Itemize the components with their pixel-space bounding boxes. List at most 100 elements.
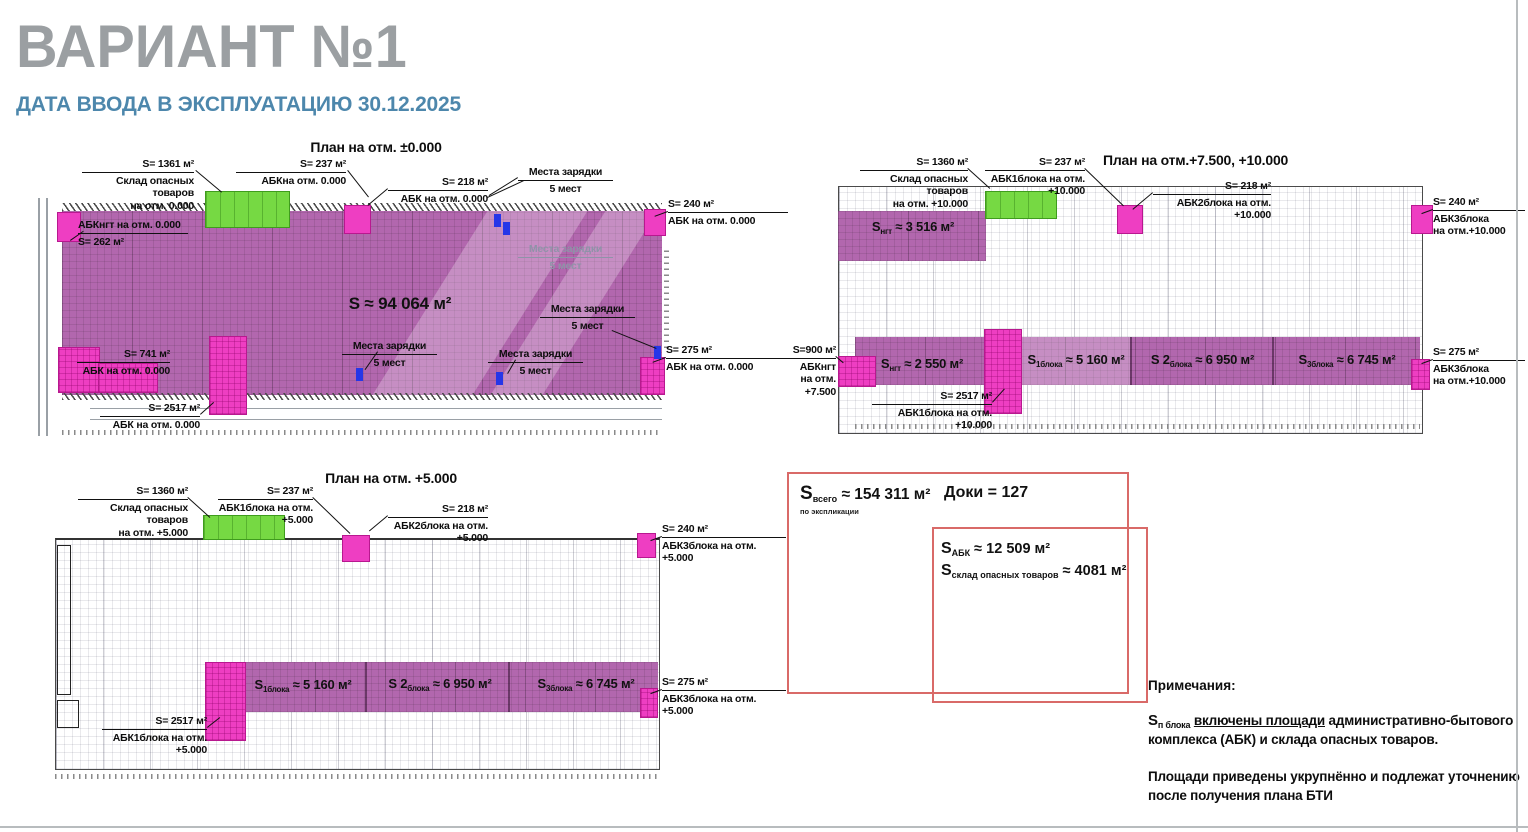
charging-callout: Места зарядки 5 мест (342, 340, 437, 369)
area-value: S= 218 м² (388, 176, 488, 191)
area-name: АБК на отм. 0.000 (666, 360, 754, 373)
formula-value: ≈ 5 160 м² (1062, 352, 1125, 367)
charging-marker (494, 214, 501, 227)
block-separator (1130, 337, 1132, 385)
dock-symbols-row (62, 430, 662, 435)
abk-block (98, 363, 158, 393)
block1-area-label: S1блока ≈ 5 160 м² (1022, 352, 1130, 369)
abk-block (57, 212, 81, 242)
formula-value: ≈ 154 311 м² (837, 486, 931, 503)
hazard-warehouse-block (985, 191, 1057, 219)
formula-s: S 2 (1150, 352, 1170, 367)
formula-s: S (941, 540, 952, 557)
dock-symbols-row (55, 774, 660, 779)
area-value: S= 240 м² (1433, 196, 1525, 211)
technical-outline (57, 700, 79, 728)
dock-symbols-column (664, 248, 669, 348)
technical-outline (57, 545, 71, 695)
formula-s: S (880, 356, 890, 371)
area-value: S= 275 м² (666, 344, 790, 359)
area-value: S= 2517 м² (102, 715, 207, 730)
block-separator (1272, 337, 1274, 385)
page-subtitle: ДАТА ВВОДА В ЭКСПЛУАТАЦИЮ 30.12.2025 (16, 93, 461, 116)
block2-area-label: S 2блока ≈ 6 950 м² (378, 676, 502, 693)
area-value: S= 218 м² (1153, 180, 1271, 195)
abk-callout: S= 237 м² АБКна отм. 0.000 (236, 158, 346, 187)
charging-count: 5 мест (373, 356, 406, 369)
block-separator (365, 662, 367, 712)
abk-callout: S= 218 м² АБК2блока на отм. +10.000 (1153, 180, 1271, 222)
dimension-line (90, 408, 662, 409)
charging-count: 5 мест (519, 364, 552, 377)
block3-area-label: S3блока ≈ 6 745 м² (1277, 352, 1417, 369)
area-name: АБКна отм. 0.000 (261, 174, 346, 187)
abk-block (205, 662, 246, 741)
page-title: ВАРИАНТ №1 (16, 13, 407, 80)
area-value: S= 275 м² (1433, 346, 1525, 361)
area-name: АБК3блока на отм.+10.000 (1433, 212, 1506, 238)
hazard-area-formula: Sсклад опасных товаров ≈ 4081 м² (941, 562, 1126, 580)
formula-s: S (1148, 712, 1158, 729)
charging-label: Места зарядки (342, 340, 437, 355)
area-name: АБКнгт на отм. +7.500 (799, 360, 836, 398)
formula-s: S (1298, 352, 1307, 367)
abk-callout: S= 275 м² АБК3блока на отм. +5.000 (662, 676, 786, 718)
area-value: S= 237 м² (218, 485, 313, 500)
area-value: S= 275 м² (662, 676, 786, 691)
mezzanine-band (855, 337, 1420, 385)
axis-line (38, 198, 40, 436)
notes-heading: Примечания: (1148, 678, 1236, 693)
area-name: АБК3блока на отм.+10.000 (1433, 362, 1506, 388)
area-value: S= 1361 м² (82, 158, 194, 173)
formula-value: ≈ 2 550 м² (900, 356, 964, 371)
area-value: S= 240 м² (668, 198, 788, 213)
area-value: S= 237 м² (236, 158, 346, 173)
plan-c-title: План на отм. +5.000 (325, 470, 457, 486)
abk-block (344, 205, 371, 234)
formula-sub: 1блока (262, 685, 290, 694)
hazard-warehouse-callout: S= 1360 м² Склад опасных товаров на отм.… (860, 156, 968, 210)
formula-s: S 2 (388, 676, 408, 691)
dimension-line (90, 419, 662, 420)
warehouse-area (62, 211, 662, 395)
area-value: S= 237 м² (985, 156, 1085, 171)
block2-area-label: S 2блока ≈ 6 950 м² (1135, 352, 1270, 369)
charging-label: Места зарядки (488, 348, 583, 363)
formula-value: ≈ 3 516 м² (891, 219, 955, 234)
formula-value: ≈ 6 745 м² (1333, 352, 1396, 367)
area-value: S= 1360 м² (78, 485, 188, 500)
abk-callout: S= 240 м² АБК3блока на отм. +5.000 (662, 523, 786, 565)
area-name: АБК на отм. 0.000 (82, 364, 171, 377)
abk-ngt-callout: АБКнгт на отм. 0.000 S= 262 м² (78, 219, 188, 248)
formula-value: ≈ 6 950 м² (1191, 352, 1255, 367)
formula-sub: склад опасных товаров (951, 570, 1059, 580)
axis-line (46, 198, 48, 436)
area-name: АБК1блока на отм. +5.000 (218, 501, 313, 527)
area-name: АБК на отм. 0.000 (112, 418, 201, 431)
charging-label: Места зарядки (518, 243, 613, 258)
area-name: АБК3блока на отм. +5.000 (662, 539, 757, 565)
abk-block (984, 329, 1022, 414)
abk-callout: S= 237 м² АБК1блока на отм. +10.000 (985, 156, 1085, 198)
abk-callout: S= 275 м² АБК3блока на отм.+10.000 (1433, 346, 1525, 388)
hazard-warehouse-block (205, 191, 290, 228)
abk-callout: S= 741 м² АБК на отм. 0.000 (77, 348, 170, 377)
block1-area-label: S1блока ≈ 5 160 м² (247, 677, 359, 694)
area-value: S= 262 м² (78, 235, 124, 248)
formula-sub: нгт (880, 227, 892, 236)
page-edge-right (1516, 0, 1518, 832)
note-2: Площади приведены укрупнённо и подлежат … (1148, 769, 1520, 803)
area-name: АБК1блока на отм. +10.000 (990, 172, 1085, 198)
abk-callout: S= 2517 м² АБК1блока на отм. +5.000 (102, 715, 207, 757)
area-name: АБК2блока на отм. +10.000 (1176, 196, 1271, 222)
charging-callout: Места зарядки 5 мест (488, 348, 583, 377)
area-name: АБК1блока на отм. +10.000 (897, 406, 992, 432)
abk-block (637, 533, 656, 558)
area-name: Склад опасных товаров на отм. +5.000 (109, 501, 188, 539)
area-name: Склад опасных товаров на отм. 0.000 (115, 174, 194, 212)
leader-line (187, 497, 211, 518)
formula-s: S (941, 562, 952, 579)
abk-callout: S= 218 м² АБК на отм. 0.000 (388, 176, 488, 205)
